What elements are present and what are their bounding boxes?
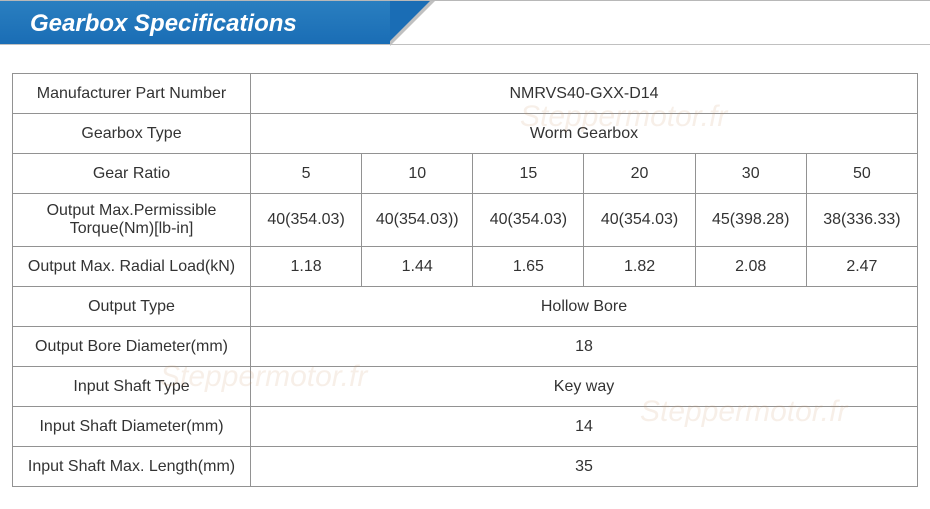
row-cell: 40(354.03) — [584, 194, 695, 247]
row-label: Output Max.Permissible Torque(Nm)[lb-in] — [13, 194, 251, 247]
row-cell: 1.44 — [362, 247, 473, 287]
row-label: Input Shaft Diameter(mm) — [13, 407, 251, 447]
table-row: Gear Ratio51015203050 — [13, 154, 918, 194]
row-value: 35 — [251, 447, 918, 487]
table-row: Input Shaft TypeKey way — [13, 367, 918, 407]
row-value: NMRVS40-GXX-D14 — [251, 74, 918, 114]
row-label: Input Shaft Max. Length(mm) — [13, 447, 251, 487]
row-label: Output Max. Radial Load(kN) — [13, 247, 251, 287]
row-label: Input Shaft Type — [13, 367, 251, 407]
row-label: Gearbox Type — [13, 114, 251, 154]
row-value: Hollow Bore — [251, 287, 918, 327]
row-value: Key way — [251, 367, 918, 407]
row-label: Manufacturer Part Number — [13, 74, 251, 114]
row-value: 14 — [251, 407, 918, 447]
page-title: Gearbox Specifications — [0, 1, 930, 46]
table-row: Input Shaft Max. Length(mm)35 — [13, 447, 918, 487]
row-cell: 40(354.03) — [251, 194, 362, 247]
row-cell: 50 — [806, 154, 917, 194]
row-value: Worm Gearbox — [251, 114, 918, 154]
table-row: Manufacturer Part NumberNMRVS40-GXX-D14 — [13, 74, 918, 114]
header-bar: Gearbox Specifications — [0, 0, 930, 45]
row-label: Gear Ratio — [13, 154, 251, 194]
row-cell: 20 — [584, 154, 695, 194]
row-label: Output Bore Diameter(mm) — [13, 327, 251, 367]
row-cell: 1.82 — [584, 247, 695, 287]
row-cell: 45(398.28) — [695, 194, 806, 247]
table-row: Gearbox TypeWorm Gearbox — [13, 114, 918, 154]
row-cell: 40(354.03) — [473, 194, 584, 247]
row-cell: 1.18 — [251, 247, 362, 287]
row-label: Output Type — [13, 287, 251, 327]
spec-table: Manufacturer Part NumberNMRVS40-GXX-D14G… — [12, 73, 918, 487]
row-cell: 10 — [362, 154, 473, 194]
row-value: 18 — [251, 327, 918, 367]
table-row: Output Max.Permissible Torque(Nm)[lb-in]… — [13, 194, 918, 247]
table-row: Output TypeHollow Bore — [13, 287, 918, 327]
row-cell: 38(336.33) — [806, 194, 917, 247]
row-cell: 1.65 — [473, 247, 584, 287]
table-row: Input Shaft Diameter(mm)14 — [13, 407, 918, 447]
table-row: Output Bore Diameter(mm)18 — [13, 327, 918, 367]
row-cell: 2.08 — [695, 247, 806, 287]
row-cell: 30 — [695, 154, 806, 194]
row-cell: 2.47 — [806, 247, 917, 287]
row-cell: 40(354.03)) — [362, 194, 473, 247]
spec-table-wrap: Manufacturer Part NumberNMRVS40-GXX-D14G… — [0, 45, 930, 487]
row-cell: 15 — [473, 154, 584, 194]
table-row: Output Max. Radial Load(kN)1.181.441.651… — [13, 247, 918, 287]
row-cell: 5 — [251, 154, 362, 194]
